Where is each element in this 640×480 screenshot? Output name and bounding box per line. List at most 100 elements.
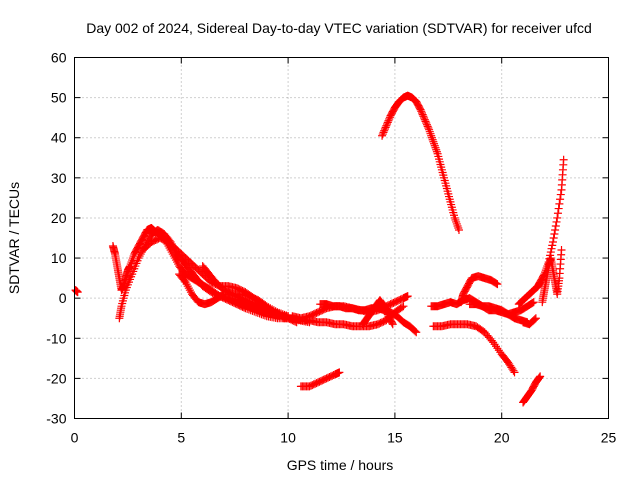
y-tick-label: 60 <box>51 50 67 66</box>
data-point <box>264 303 273 312</box>
data-point <box>385 115 394 124</box>
data-point <box>388 320 397 329</box>
data-point <box>489 338 498 347</box>
data-point <box>262 302 271 311</box>
data-point <box>416 105 425 114</box>
y-tick-label: -10 <box>46 330 66 346</box>
data-series-arc-19 <box>538 246 566 307</box>
data-point <box>134 254 143 263</box>
data-point <box>384 116 393 125</box>
data-point <box>427 133 436 142</box>
data-point <box>423 122 432 131</box>
x-tick-label: 15 <box>387 430 403 446</box>
data-series-arc-20 <box>519 314 540 329</box>
data-point <box>549 234 558 242</box>
y-tick-label: 20 <box>51 210 67 226</box>
data-point <box>417 108 426 117</box>
x-tick-label: 10 <box>280 430 296 446</box>
data-point <box>552 217 561 226</box>
plot-frame <box>74 57 609 419</box>
data-point <box>555 199 564 208</box>
data-point <box>530 315 539 324</box>
data-point <box>381 305 390 314</box>
x-tick-label: 5 <box>177 430 185 446</box>
data-point <box>412 328 421 337</box>
x-tick-label: 25 <box>601 430 617 446</box>
y-tick-label: 30 <box>51 170 67 186</box>
data-series-arc-15 <box>457 272 502 307</box>
data-point <box>266 304 275 313</box>
data-point <box>275 308 284 317</box>
data-point <box>450 213 459 222</box>
data-series-arc-18 <box>514 155 568 309</box>
data-point <box>422 119 431 128</box>
data-point <box>528 298 537 307</box>
data-point <box>382 307 391 316</box>
data-point <box>451 215 460 224</box>
data-point <box>454 225 463 234</box>
data-point <box>278 310 287 319</box>
data-point <box>550 229 559 238</box>
x-tick-label: 0 <box>71 430 79 446</box>
data-point <box>128 256 137 265</box>
data-point <box>417 107 426 116</box>
data-point <box>556 195 565 204</box>
data-point <box>136 250 145 259</box>
data-point <box>420 115 429 124</box>
data-point <box>126 260 135 269</box>
data-point <box>493 344 502 353</box>
data-point <box>559 155 568 164</box>
data-point <box>378 131 387 140</box>
data-point <box>536 372 545 381</box>
data-point <box>135 252 144 261</box>
x-axis-label: GPS time / hours <box>287 457 394 473</box>
data-point <box>425 127 434 136</box>
data-point <box>490 340 499 349</box>
data-point <box>183 282 192 291</box>
data-point <box>185 286 194 295</box>
data-point <box>452 219 461 228</box>
data-point <box>127 258 136 267</box>
data-series-arc-10 <box>358 296 397 329</box>
data-point <box>453 221 462 230</box>
data-point <box>184 284 193 293</box>
y-tick-label: -30 <box>46 411 66 427</box>
data-point <box>452 217 461 226</box>
data-point <box>430 141 439 150</box>
data-point <box>73 288 82 297</box>
data-point <box>547 244 556 253</box>
data-point <box>425 125 434 134</box>
data-point <box>424 124 433 133</box>
data-point <box>548 241 557 250</box>
data-point <box>380 126 389 135</box>
data-point <box>557 246 566 255</box>
data-point <box>554 204 563 213</box>
data-point <box>494 346 503 355</box>
data-point <box>411 327 420 336</box>
data-point <box>431 143 440 152</box>
data-point <box>492 342 501 351</box>
data-point <box>429 137 438 146</box>
data-point <box>551 221 560 230</box>
data-series-arc-14 <box>429 320 519 377</box>
data-point <box>421 117 430 126</box>
data-point <box>430 139 439 148</box>
chart-title: Day 002 of 2024, Sidereal Day-to-day VTE… <box>86 20 592 36</box>
data-point <box>493 280 502 289</box>
y-tick-label: 40 <box>51 130 67 146</box>
data-points <box>71 91 568 407</box>
data-point <box>418 110 427 119</box>
data-point <box>269 306 278 315</box>
data-point <box>510 368 519 377</box>
data-point <box>556 190 565 199</box>
data-point <box>428 135 437 144</box>
axis-tick-labels: 0 5 10 15 20 25 -30 -20 -10 0 10 20 30 40 50 60 <box>46 50 616 446</box>
data-point <box>534 374 543 383</box>
y-tick-label: 0 <box>59 290 67 306</box>
data-point <box>379 128 388 137</box>
data-point <box>454 223 463 232</box>
y-tick-label: 10 <box>51 250 67 266</box>
data-point <box>420 114 429 123</box>
y-axis-label: SDTVAR / TECUs <box>6 182 22 294</box>
